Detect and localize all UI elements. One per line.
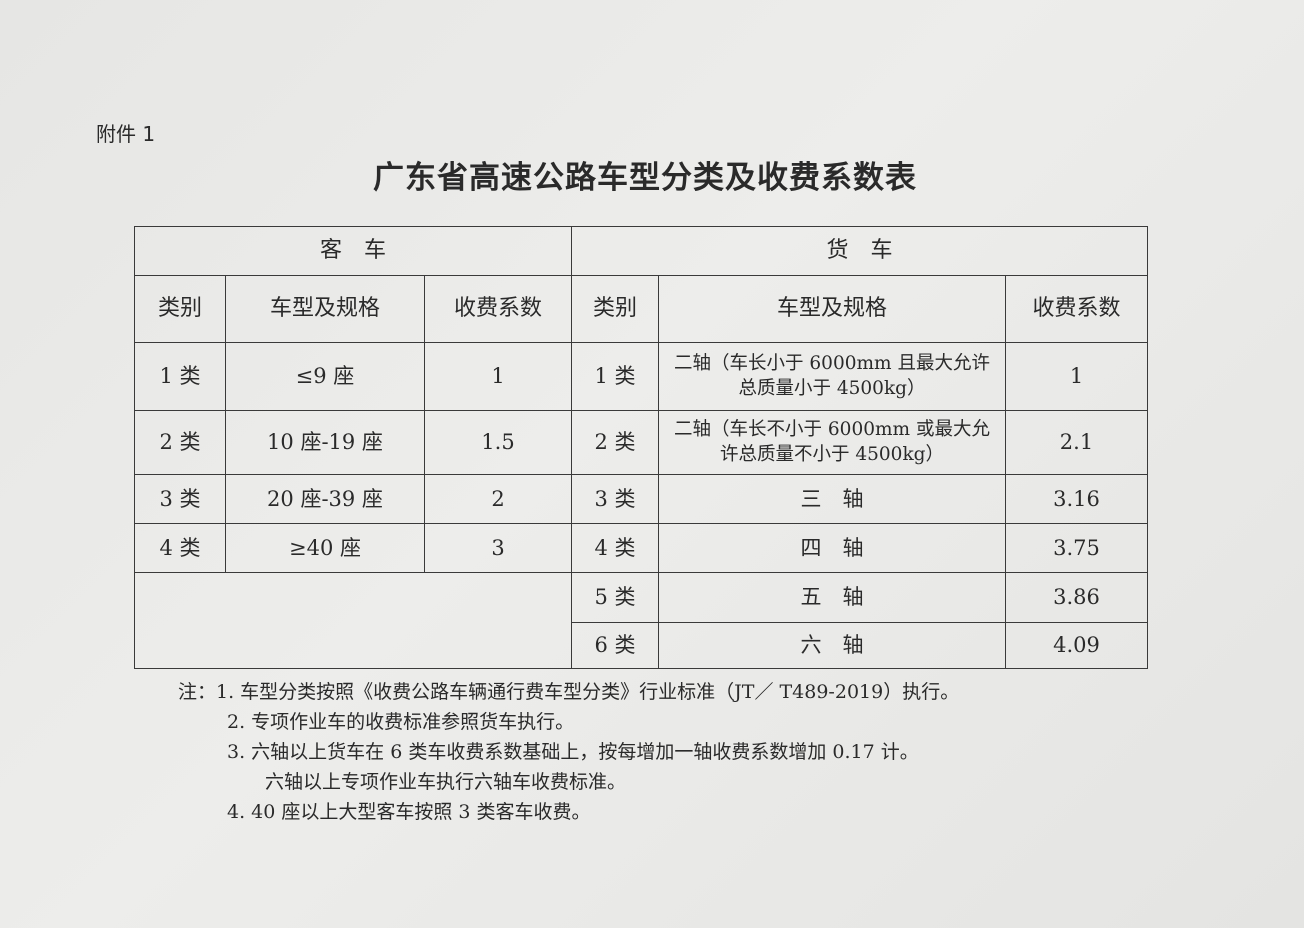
cell-coefficient: 3.86 — [1005, 572, 1148, 623]
cell-category: 1 类 — [571, 342, 659, 411]
cell-model: 三 轴 — [658, 474, 1006, 524]
group-truck: 货 车 — [571, 226, 1148, 276]
cell-model: ≤9 座 — [225, 342, 425, 411]
header-model: 车型及规格 — [658, 275, 1006, 343]
header-category: 类别 — [134, 275, 226, 343]
note-4: 4. 40 座以上大型客车按照 3 类客车收费。 — [227, 801, 591, 823]
cell-coefficient: 1 — [1005, 342, 1148, 411]
cell-category: 1 类 — [134, 342, 226, 411]
cell-category: 2 类 — [134, 410, 226, 475]
note-1: 注：1. 车型分类按照《收费公路车辆通行费车型分类》行业标准（JT／ T489-… — [178, 681, 960, 703]
cell-coefficient: 4.09 — [1005, 622, 1148, 669]
header-category: 类别 — [571, 275, 659, 343]
cell-model: 四 轴 — [658, 523, 1006, 573]
header-coefficient: 收费系数 — [424, 275, 572, 343]
attachment-label: 附件 1 — [96, 122, 156, 146]
cell-category: 4 类 — [134, 523, 226, 573]
toll-coefficient-table: 客 车 货 车 类别 车型及规格 收费系数 类别 车型及规格 收费系数 1 类 … — [134, 226, 1148, 669]
table-row: 4 类 ≥40 座 3 4 类 四 轴 3.75 — [134, 523, 1148, 573]
cell-category: 2 类 — [571, 410, 659, 475]
cell-coefficient: 1.5 — [424, 410, 572, 475]
table-row: 2 类 10 座-19 座 1.5 2 类 二轴（车长不小于 6000mm 或最… — [134, 410, 1148, 475]
notes: 注：1. 车型分类按照《收费公路车辆通行费车型分类》行业标准（JT／ T489-… — [178, 677, 959, 827]
header-model: 车型及规格 — [225, 275, 425, 343]
cell-model: 20 座-39 座 — [225, 474, 425, 524]
cell-coefficient: 1 — [424, 342, 572, 411]
cell-model: 二轴（车长不小于 6000mm 或最大允许总质量不小于 4500kg） — [658, 410, 1006, 475]
cell-coefficient: 2.1 — [1005, 410, 1148, 475]
page-title: 广东省高速公路车型分类及收费系数表 — [373, 160, 917, 196]
table-row: 3 类 20 座-39 座 2 3 类 三 轴 3.16 — [134, 474, 1148, 524]
cell-model: 六 轴 — [658, 622, 1006, 669]
note-3-continued: 六轴以上专项作业车执行六轴车收费标准。 — [265, 771, 627, 793]
cell-model: ≥40 座 — [225, 523, 425, 573]
header-coefficient: 收费系数 — [1005, 275, 1148, 343]
table-row: 5 类 五 轴 3.86 — [134, 572, 1148, 669]
cell-coefficient: 3 — [424, 523, 572, 573]
cell-category: 3 类 — [134, 474, 226, 524]
table-row: 1 类 ≤9 座 1 1 类 二轴（车长小于 6000mm 且最大允许总质量小于… — [134, 342, 1148, 411]
cell-category: 6 类 — [571, 622, 659, 669]
empty-cell — [134, 572, 572, 669]
cell-model: 二轴（车长小于 6000mm 且最大允许总质量小于 4500kg） — [658, 342, 1006, 411]
note-2: 2. 专项作业车的收费标准参照货车执行。 — [227, 711, 575, 733]
table-row: 6 类 六 轴 4.09 — [135, 622, 1148, 669]
cell-category: 3 类 — [571, 474, 659, 524]
note-3: 3. 六轴以上货车在 6 类车收费系数基础上，按每增加一轴收费系数增加 0.17… — [227, 741, 919, 763]
cell-category: 5 类 — [571, 572, 659, 623]
cell-coefficient: 3.16 — [1005, 474, 1148, 524]
cell-coefficient: 3.75 — [1005, 523, 1148, 573]
cell-coefficient: 2 — [424, 474, 572, 524]
cell-model: 10 座-19 座 — [225, 410, 425, 475]
cell-category: 4 类 — [571, 523, 659, 573]
cell-model: 五 轴 — [658, 572, 1006, 623]
group-passenger: 客 车 — [134, 226, 572, 276]
